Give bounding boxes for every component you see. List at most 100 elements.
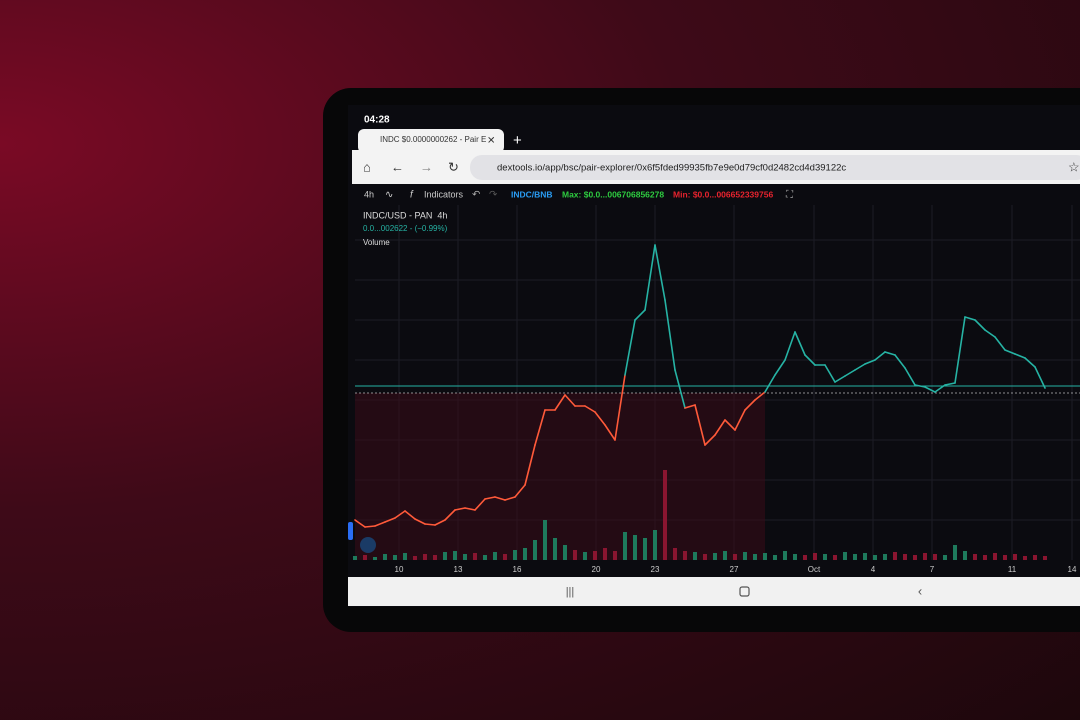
price-segment [554,394,566,411]
back-button[interactable]: ← [391,159,404,174]
volume-bar [953,545,957,560]
volume-bar [653,530,657,560]
scroll-handle[interactable] [348,522,353,540]
bookmark[interactable]: ☆ [1068,159,1080,174]
volume-bar [453,551,457,560]
price-segment [754,391,766,401]
volume-bar [743,552,747,560]
volume-bar [383,554,387,560]
chart-style[interactable]: ∿ [385,190,393,201]
chart-subtitle: 0.0...002622 - (−0.99%) [363,224,448,233]
price-segment [444,509,456,521]
indicators[interactable]: Indicators [424,189,464,199]
volume-bar [983,555,987,560]
x-tick-label: 20 [592,565,601,574]
interval[interactable]: 4h [364,189,374,199]
price-segment [634,309,646,321]
price-segment [904,367,916,386]
volume-bar [363,555,367,560]
price-segment [364,525,376,528]
cloud-button[interactable] [360,537,376,553]
price-segment [594,411,606,426]
price-segment [844,369,856,377]
price-segment [474,498,486,511]
volume-bar [843,552,847,560]
volume-bar [703,554,707,560]
max-price: Max: $0.0...006706856278 [562,189,664,199]
undo[interactable]: ↶ [472,190,480,201]
x-tick-label: 4 [871,565,876,574]
fx-icon: f [410,190,414,201]
price-segment [534,409,546,446]
volume-bar [503,554,507,560]
volume-bar [783,551,787,560]
url-bar[interactable] [470,155,1080,180]
home-nav[interactable] [739,586,750,597]
price-segment [1034,366,1046,389]
forward-button[interactable]: → [420,159,433,174]
price-segment [724,419,736,431]
new-tab[interactable]: + [513,132,522,149]
pair[interactable]: INDC/BNB [511,189,553,199]
price-segment [764,374,776,393]
volume-bar [433,555,437,560]
volume-label: Volume [363,238,390,247]
volume-bar [463,554,467,560]
x-tick-label: 23 [651,565,660,574]
volume-bar [613,551,617,560]
x-tick-label: 14 [1068,565,1077,574]
price-segment [744,399,756,411]
volume-bar [553,538,557,560]
volume-bar [803,555,807,560]
nav-bar [348,577,1080,606]
price-segment [484,496,496,500]
fullscreen[interactable]: ⛶ [785,190,794,201]
price-segment [984,329,996,338]
volume-bar [973,554,977,560]
volume-bar [773,555,777,560]
price-segment [954,316,966,384]
volume-bar [663,470,667,560]
tab[interactable] [358,129,504,153]
volume-bar [683,551,687,560]
price-segment [494,496,506,501]
reload-button[interactable]: ↻ [448,159,459,174]
redo[interactable]: ↷ [489,190,498,201]
volume-bar [873,555,877,560]
tab-close[interactable]: ✕ [487,136,495,147]
back-nav[interactable]: ‹ [918,583,922,598]
price-segment [734,409,746,431]
price-segment [714,419,726,436]
price-segment [1014,353,1026,359]
home-button[interactable]: ⌂ [363,159,371,174]
price-segment [414,518,426,525]
volume-bar [393,555,397,560]
volume-bar [913,555,917,560]
price-segment [614,374,626,441]
volume-bar [543,520,547,560]
price-segment [684,404,696,409]
volume-bar [473,553,477,560]
volume-bar [513,550,517,560]
tab-title: INDC $0.0000000262 - Pair E [380,135,486,144]
price-segment [644,244,656,311]
volume-bar [623,532,627,560]
price-segment [774,359,786,376]
x-tick-label: Oct [808,565,821,574]
volume-bar [893,552,897,560]
price-segment [584,405,596,413]
price-segment [944,382,956,386]
price-segment [1004,349,1016,355]
volume-bar [713,553,717,560]
chart: 10 13 16 20 23 27 Oct 4 7 11 14 [353,205,1080,574]
shade [355,393,765,560]
price-segment [394,510,406,519]
x-tick-label: 27 [730,565,739,574]
volume-bar [493,552,497,560]
recent-apps[interactable]: ||| [566,586,575,598]
price-segment [604,424,616,441]
price-segment [464,507,476,511]
time: 04:28 [364,115,390,126]
price-segment [964,316,976,321]
